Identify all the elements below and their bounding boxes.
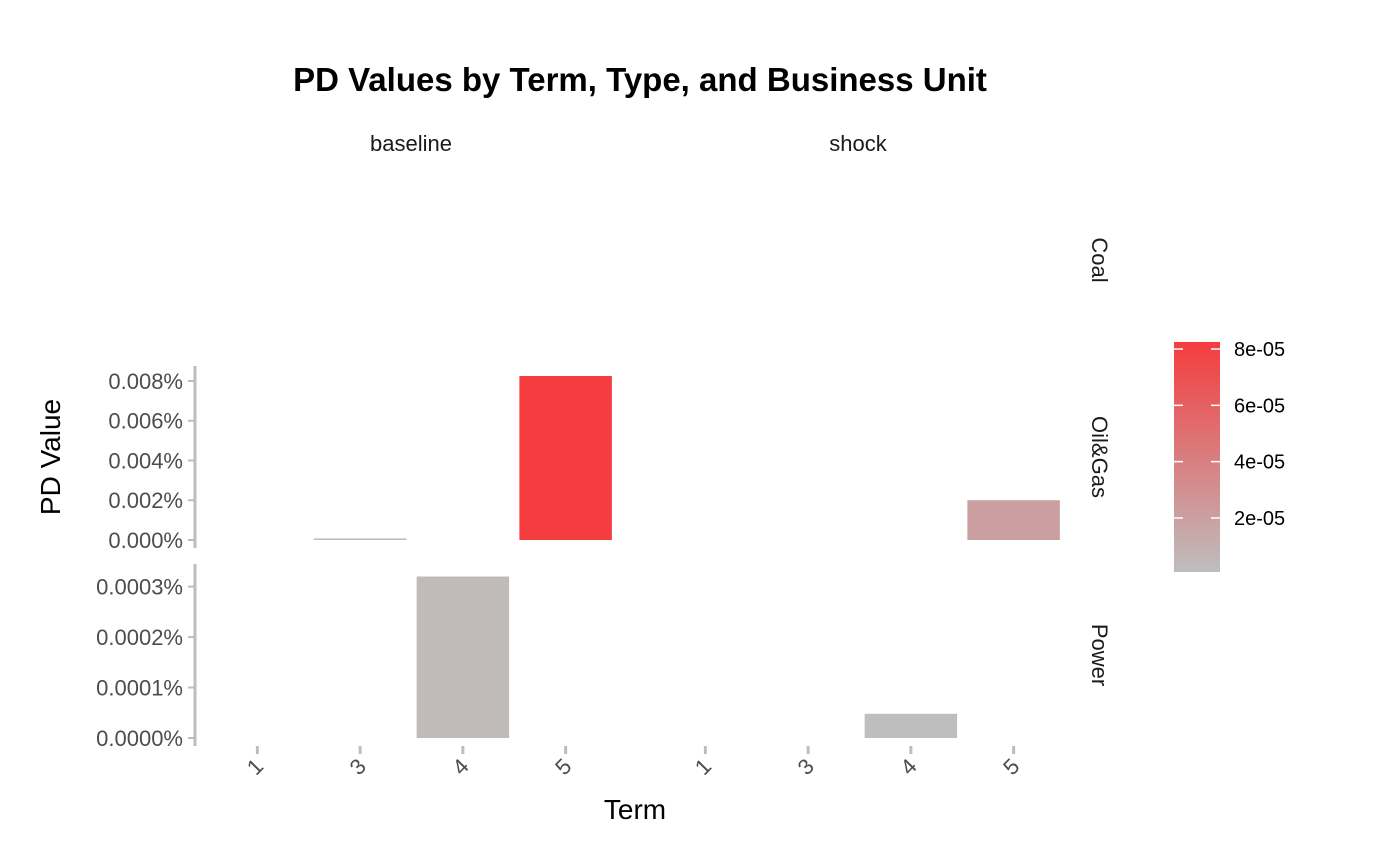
bar (967, 500, 1060, 540)
legend-label: 2e-05 (1234, 508, 1285, 530)
x-tick-label: 3 (793, 754, 819, 780)
color-legend: 2e-05 4e-05 6e-05 8e-05 (1174, 339, 1285, 572)
y-tick-label: 0.0000% (96, 726, 183, 751)
x-tick-label: 5 (998, 754, 1024, 780)
chart-title: PD Values by Term, Type, and Business Un… (293, 61, 987, 98)
row-strip-label: Power (1087, 624, 1112, 686)
row-strip-label: Oil&Gas (1087, 416, 1112, 498)
bar (313, 538, 407, 540)
legend-label: 6e-05 (1234, 395, 1285, 417)
y-tick-label: 0.006% (108, 409, 183, 434)
bar (416, 576, 510, 738)
row-strip-label: Coal (1087, 237, 1112, 282)
y-tick-label: 0.002% (108, 488, 183, 513)
x-tick-label: 3 (345, 754, 371, 780)
y-tick-label: 0.000% (108, 528, 183, 553)
legend-label: 8e-05 (1234, 339, 1285, 361)
column-strip-label: shock (829, 131, 887, 156)
column-strip-label: baseline (370, 131, 452, 156)
bar (519, 376, 612, 540)
color-bar (1174, 342, 1220, 572)
y-tick-label: 0.0003% (96, 575, 183, 600)
bar (864, 713, 958, 738)
y-axis-title: PD Value (35, 399, 66, 515)
legend-label: 4e-05 (1234, 452, 1285, 474)
x-tick-label: 4 (895, 754, 921, 780)
y-tick-label: 0.0002% (96, 625, 183, 650)
y-tick-label: 0.0001% (96, 676, 183, 701)
x-tick-label: 5 (550, 754, 576, 780)
y-tick-label: 0.004% (108, 448, 183, 473)
plot-area: baseline shock Coal Oil&Gas Power 0.000% 0.002… (96, 131, 1112, 780)
y-tick-label: 0.008% (108, 369, 183, 394)
x-tick-label: 1 (242, 754, 268, 780)
x-tick-label: 4 (447, 754, 473, 780)
x-tick-label: 1 (690, 754, 716, 780)
x-axis-title: Term (604, 794, 666, 825)
